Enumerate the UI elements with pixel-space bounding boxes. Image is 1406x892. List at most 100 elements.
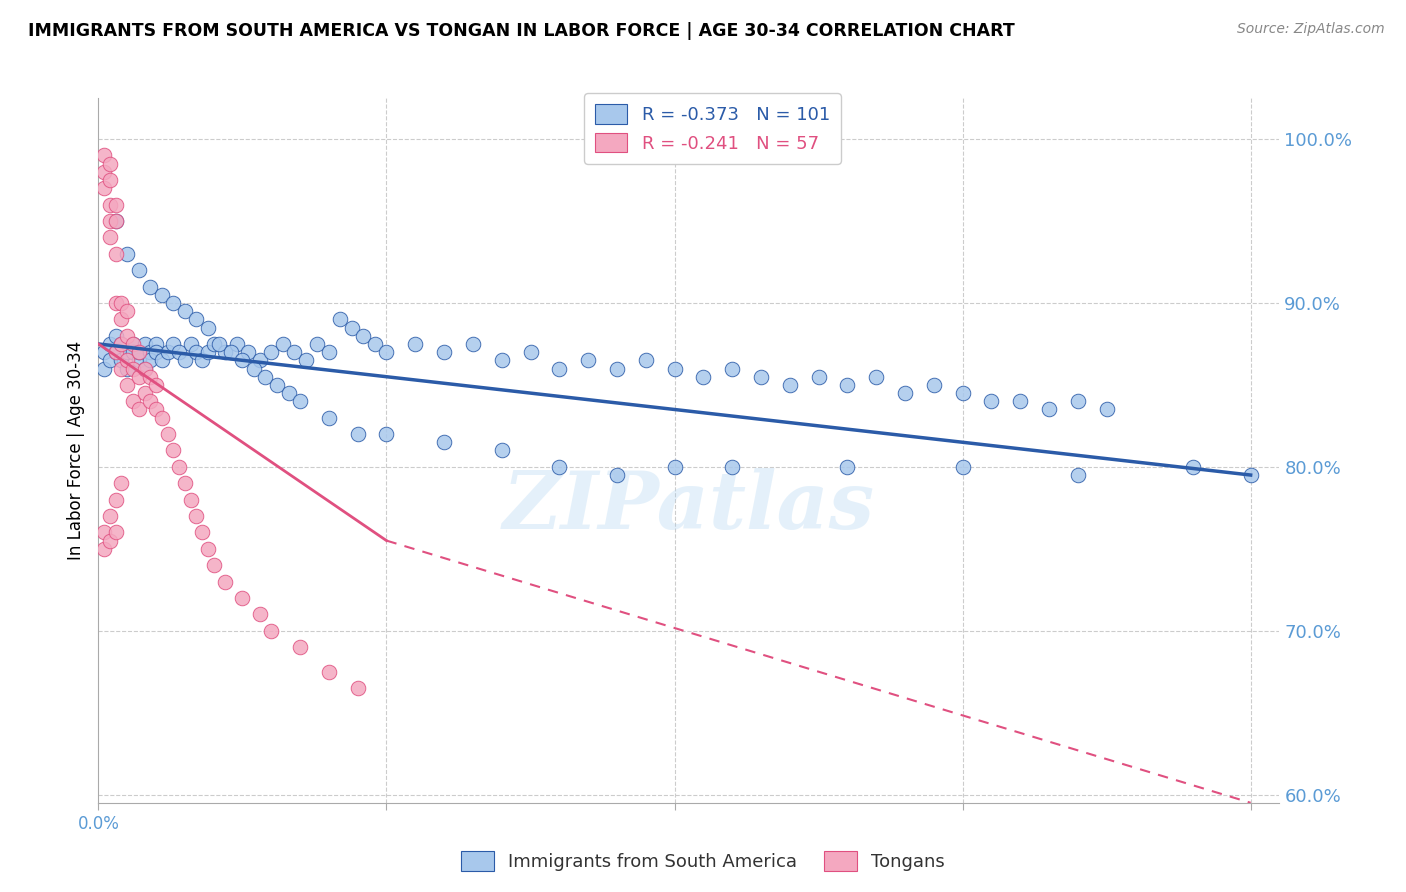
Point [491, 443, 513, 458]
Point [1240, 468, 1263, 483]
Text: Source: ZipAtlas.com: Source: ZipAtlas.com [1237, 22, 1385, 37]
Point [93, 525, 115, 540]
Point [837, 378, 859, 392]
Point [139, 353, 162, 368]
Point [150, 353, 173, 368]
Point [134, 337, 156, 351]
Point [288, 640, 311, 654]
Point [548, 459, 571, 474]
Point [249, 353, 271, 368]
Y-axis label: In Labor Force | Age 30-34: In Labor Force | Age 30-34 [66, 341, 84, 560]
Point [134, 361, 156, 376]
Point [433, 345, 456, 359]
Point [922, 378, 945, 392]
Point [104, 492, 127, 507]
Point [93, 181, 115, 195]
Point [93, 345, 115, 359]
Text: IMMIGRANTS FROM SOUTH AMERICA VS TONGAN IN LABOR FORCE | AGE 30-34 CORRELATION C: IMMIGRANTS FROM SOUTH AMERICA VS TONGAN … [28, 22, 1015, 40]
Point [110, 337, 132, 351]
Point [202, 337, 225, 351]
Point [173, 476, 195, 491]
Point [404, 337, 426, 351]
Point [340, 320, 363, 334]
Point [145, 345, 167, 359]
Point [260, 624, 283, 638]
Point [139, 369, 162, 384]
Point [115, 304, 138, 318]
Point [548, 361, 571, 376]
Point [98, 353, 121, 368]
Point [375, 345, 398, 359]
Point [352, 328, 374, 343]
Point [162, 296, 184, 310]
Point [191, 353, 214, 368]
Point [104, 345, 127, 359]
Point [128, 402, 150, 417]
Point [167, 459, 190, 474]
Point [952, 459, 974, 474]
Point [93, 165, 115, 179]
Point [128, 369, 150, 384]
Point [128, 263, 150, 277]
Point [231, 591, 253, 605]
Point [433, 435, 456, 450]
Point [214, 345, 236, 359]
Point [98, 173, 121, 187]
Point [243, 361, 266, 376]
Point [249, 607, 271, 622]
Point [664, 459, 686, 474]
Point [254, 369, 277, 384]
Point [277, 386, 299, 401]
Point [1067, 394, 1090, 409]
Point [692, 369, 714, 384]
Point [191, 525, 214, 540]
Point [837, 459, 859, 474]
Point [894, 386, 917, 401]
Point [283, 345, 305, 359]
Point [214, 574, 236, 589]
Point [491, 353, 513, 368]
Point [664, 361, 686, 376]
Point [93, 361, 115, 376]
Point [318, 410, 340, 425]
Point [104, 214, 127, 228]
Point [186, 345, 208, 359]
Point [952, 386, 974, 401]
Point [145, 402, 167, 417]
Point [721, 361, 744, 376]
Point [156, 345, 179, 359]
Point [98, 337, 121, 351]
Point [93, 148, 115, 162]
Point [128, 345, 150, 359]
Point [461, 337, 484, 351]
Point [110, 312, 132, 326]
Point [139, 394, 162, 409]
Point [346, 681, 368, 695]
Point [156, 427, 179, 442]
Point [122, 394, 145, 409]
Point [145, 337, 167, 351]
Point [980, 394, 1002, 409]
Point [318, 665, 340, 679]
Point [749, 369, 772, 384]
Point [134, 361, 156, 376]
Point [1010, 394, 1032, 409]
Point [1038, 402, 1060, 417]
Point [225, 337, 247, 351]
Point [122, 345, 145, 359]
Point [219, 345, 242, 359]
Point [197, 345, 219, 359]
Point [266, 378, 288, 392]
Point [162, 443, 184, 458]
Point [104, 296, 127, 310]
Point [208, 337, 231, 351]
Point [122, 361, 145, 376]
Point [98, 230, 121, 244]
Point [519, 345, 541, 359]
Point [364, 337, 387, 351]
Point [295, 353, 318, 368]
Point [110, 353, 132, 368]
Point [346, 427, 368, 442]
Point [238, 345, 260, 359]
Point [150, 287, 173, 301]
